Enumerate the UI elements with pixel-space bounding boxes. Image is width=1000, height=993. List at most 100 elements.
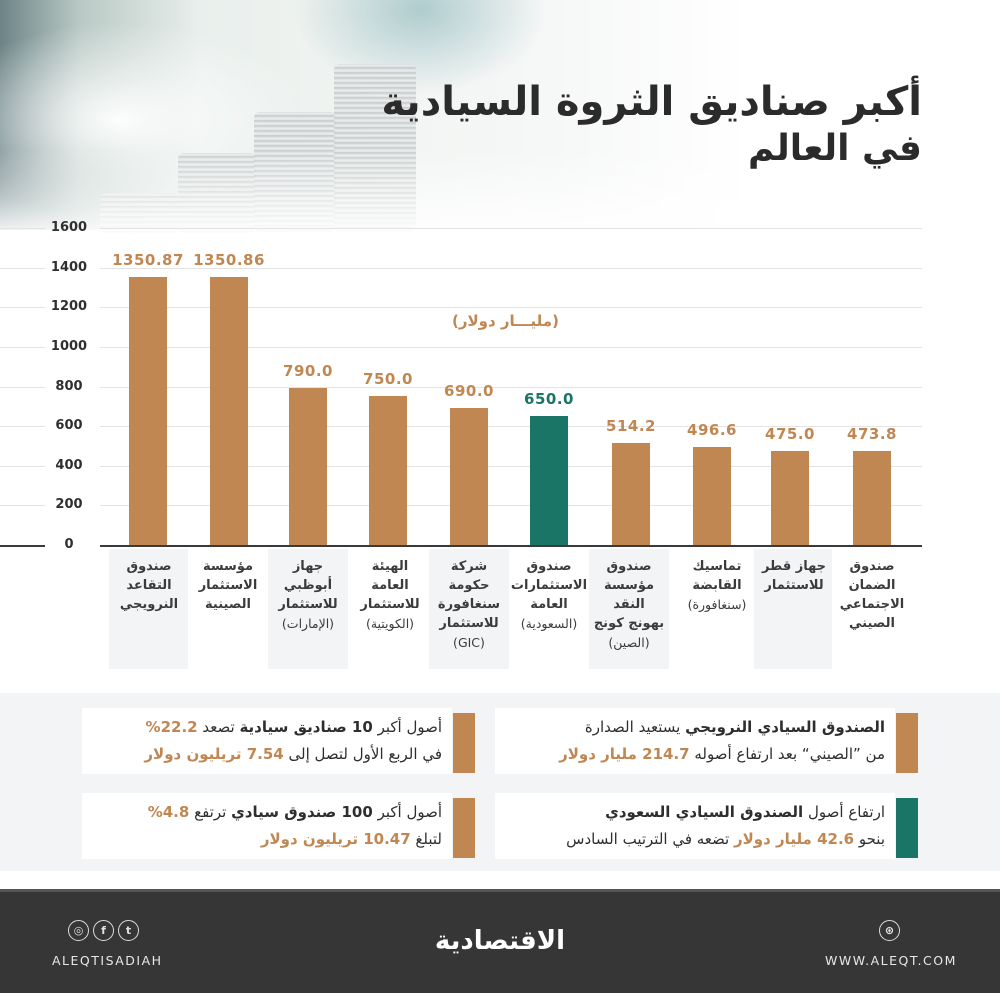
gridline	[100, 387, 922, 388]
category-label: مؤسسة الاستثمار الصينية	[188, 549, 268, 669]
y-axis-tick: 1000	[50, 339, 88, 354]
note-top100: أصول أكبر 100 صندوق سيادي ترتفع 4.8% لتب…	[82, 793, 452, 859]
category-line: العامة	[530, 597, 568, 612]
social-handle[interactable]: ALEQTISADIAH	[52, 953, 163, 968]
category-country: (السعودية)	[520, 616, 578, 631]
website-link[interactable]: WWW.ALEQT.COM	[825, 953, 957, 968]
bar-value-label: 790.0	[283, 362, 333, 381]
category-line: للاستثمار	[439, 616, 499, 631]
category-line: جهاز قطر	[761, 559, 827, 574]
bar-value-label: 650.0	[524, 390, 574, 409]
category-line: بهونج كونج	[593, 616, 665, 631]
category-line: صندوق	[526, 559, 572, 574]
category-line: حكومة	[448, 578, 490, 593]
y-axis-tick: 600	[55, 418, 83, 433]
y-axis-tick: 800	[55, 379, 83, 394]
note-marker-brown	[453, 713, 475, 773]
category-label: صندوق التقاعد النرويجي	[109, 549, 189, 669]
bar	[289, 388, 327, 545]
category-line: الصيني	[849, 616, 895, 631]
y-axis-tick: 1200	[50, 299, 88, 314]
gridline	[100, 505, 922, 506]
bar-value-label: 496.6	[687, 420, 737, 439]
category-line: مؤسسة النقد	[603, 578, 655, 612]
bar	[369, 396, 407, 545]
category-line: النرويجي	[119, 597, 179, 612]
bar	[129, 277, 167, 545]
web-icon[interactable]: ⊛	[879, 920, 900, 941]
category-line: للاستثمار	[360, 597, 420, 612]
note-line: ارتفاع أصول الصندوق السيادي السعودي	[605, 803, 885, 821]
category-line: الاجتماعي	[839, 597, 905, 612]
title-line-2: في العالم	[748, 128, 922, 169]
note-saudi: ارتفاع أصول الصندوق السيادي السعودي بنحو…	[495, 793, 895, 859]
gridline	[0, 228, 45, 229]
note-marker-brown	[896, 713, 918, 773]
gridline	[100, 347, 922, 348]
note-marker-brown	[453, 798, 475, 858]
category-line: الاستثمارات	[510, 578, 588, 593]
footer: ◎ f t ALEQTISADIAH الاقتصادية ⊛ WWW.ALEQ…	[0, 889, 1000, 993]
y-axis-tick: 200	[55, 497, 83, 512]
y-axis-tick: 1400	[50, 260, 88, 275]
bar	[771, 450, 809, 545]
bar-value-label: 1350.86	[193, 251, 265, 270]
web-icon-wrap: ⊛	[879, 920, 900, 941]
category-line: تماسيك	[692, 559, 742, 574]
gridline	[100, 426, 922, 427]
note-marker-teal	[896, 798, 918, 858]
category-line: صندوق	[606, 559, 652, 574]
note-top10: أصول أكبر 10 صناديق سيادية تصعد 22.2% في…	[82, 708, 452, 774]
x-axis-line	[0, 545, 45, 547]
bar-value-label: 1350.87	[112, 251, 184, 270]
bar	[210, 277, 248, 545]
category-line: شركة	[450, 559, 488, 574]
category-country: (GIC)	[453, 635, 485, 650]
category-line: صندوق	[126, 559, 172, 574]
category-line: جهاز	[292, 559, 324, 574]
gridline	[0, 505, 45, 506]
category-label: تماسيك القابضة (سنغافورة)	[677, 549, 757, 669]
note-line: في الربع الأول لتصل إلى 7.54 تريليون دول…	[144, 745, 442, 763]
gridline	[0, 466, 45, 467]
category-country: (الصين)	[608, 635, 650, 650]
gridline	[0, 307, 45, 308]
category-label: صندوق مؤسسة النقد بهونج كونج (الصين)	[589, 549, 669, 669]
category-line: للاستثمار	[278, 597, 338, 612]
bar-value-label: 475.0	[765, 424, 815, 443]
gridline	[100, 307, 922, 308]
category-label: صندوق الضمان الاجتماعي الصيني	[832, 549, 912, 669]
note-line: أصول أكبر 10 صناديق سيادية تصعد 22.2%	[145, 718, 442, 736]
gridline	[100, 228, 922, 229]
category-country: (الكويتية)	[365, 616, 415, 631]
facebook-icon[interactable]: f	[93, 920, 114, 941]
category-label: جهاز قطر للاستثمار	[754, 549, 834, 669]
category-line: التقاعد	[126, 578, 172, 593]
page-title: أكبر صناديق الثروة السيادية في العالم	[381, 78, 922, 172]
y-axis-tick: 1600	[50, 220, 88, 235]
category-line: الضمان	[848, 578, 896, 593]
twitter-icon[interactable]: t	[118, 920, 139, 941]
gridline	[0, 347, 45, 348]
category-line: للاستثمار	[764, 578, 824, 593]
category-line: الاستثمار	[198, 578, 258, 593]
category-line: الصينية	[205, 597, 251, 612]
category-line: سنغافورة	[437, 597, 501, 612]
note-line: أصول أكبر 100 صندوق سيادي ترتفع 4.8%	[147, 803, 442, 821]
note-line: بنحو 42.6 مليار دولار تضعه في الترتيب ال…	[566, 830, 885, 848]
category-line: أبوظبي	[283, 578, 333, 593]
bar	[693, 446, 731, 545]
category-label: صندوق الاستثمارات العامة (السعودية)	[509, 549, 589, 669]
y-axis-tick: 0	[64, 537, 74, 552]
unit-label: (مليـــار دولار)	[452, 312, 559, 330]
category-line: القابضة	[692, 578, 742, 593]
gridline	[100, 466, 922, 467]
gridline	[0, 387, 45, 388]
note-line: الصندوق السيادي النرويجي يستعيد الصدارة	[584, 718, 885, 736]
instagram-icon[interactable]: ◎	[68, 920, 89, 941]
note-line: من ”الصيني“ بعد ارتفاع أصوله 214.7 مليار…	[559, 745, 885, 763]
note-norway: الصندوق السيادي النرويجي يستعيد الصدارة …	[495, 708, 895, 774]
header-fade	[0, 150, 1000, 240]
bar-value-label: 473.8	[847, 425, 897, 444]
title-line-1: أكبر صناديق الثروة السيادية	[381, 79, 922, 125]
